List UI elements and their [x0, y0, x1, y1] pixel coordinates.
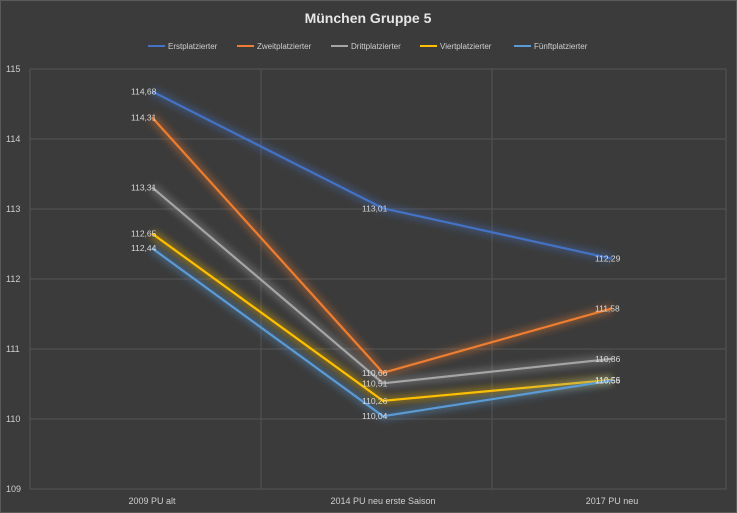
legend-label: Drittplatzierter	[351, 42, 401, 51]
data-label: 113,01	[362, 203, 388, 213]
data-label: 111,58	[595, 303, 620, 313]
y-axis: 109 110 111 112 113 114 115	[6, 64, 21, 494]
y-tick-label: 112	[6, 274, 20, 284]
legend-label: Fünftplatzierter	[534, 42, 588, 51]
x-tick-label: 2014 PU neu erste Saison	[330, 496, 435, 506]
data-label: 110,51	[362, 378, 388, 388]
gridlines	[29, 68, 727, 490]
series-line	[151, 90, 613, 260]
y-tick-label: 114	[6, 134, 20, 144]
x-tick-label: 2017 PU neu	[586, 496, 639, 506]
y-tick-label: 109	[6, 484, 21, 494]
data-labels: 114,68 113,01 112,29 114,31 110,66 111,58 113,…	[131, 86, 621, 421]
series-line	[151, 116, 613, 374]
series-line	[151, 247, 613, 418]
chart-title: München Gruppe 5	[305, 10, 432, 26]
series-glow	[149, 87, 613, 264]
series-line	[151, 186, 613, 385]
data-label: 112,29	[595, 254, 621, 264]
data-label: 112,44	[131, 243, 157, 253]
data-label: 110,26	[362, 396, 388, 406]
x-axis: 2009 PU alt 2014 PU neu erste Saison 2017 …	[128, 496, 638, 506]
data-label: 114,68	[131, 86, 157, 96]
data-label: 110,04	[362, 411, 388, 421]
data-label: 110,66	[362, 368, 388, 378]
data-label: 113,31	[131, 182, 157, 192]
legend-label: Erstplatzierter	[168, 42, 218, 51]
legend: Erstplatzierter Zweitplatzierter Drittplat…	[148, 42, 588, 51]
y-tick-label: 113	[6, 204, 20, 214]
x-tick-label: 2009 PU alt	[128, 496, 176, 506]
legend-label: Zweitplatzierter	[257, 42, 312, 51]
series-line	[151, 232, 613, 402]
y-tick-label: 111	[6, 344, 20, 354]
series-lines	[148, 87, 614, 421]
data-label: 110,56	[595, 375, 621, 385]
legend-label: Viertplatzierter	[440, 42, 492, 51]
y-tick-label: 110	[6, 414, 20, 424]
data-label: 110,86	[595, 354, 621, 364]
data-label: 114,31	[131, 112, 157, 122]
y-tick-label: 115	[6, 64, 20, 74]
data-label: 112,65	[131, 229, 157, 239]
data-label: 110,55	[595, 376, 621, 386]
